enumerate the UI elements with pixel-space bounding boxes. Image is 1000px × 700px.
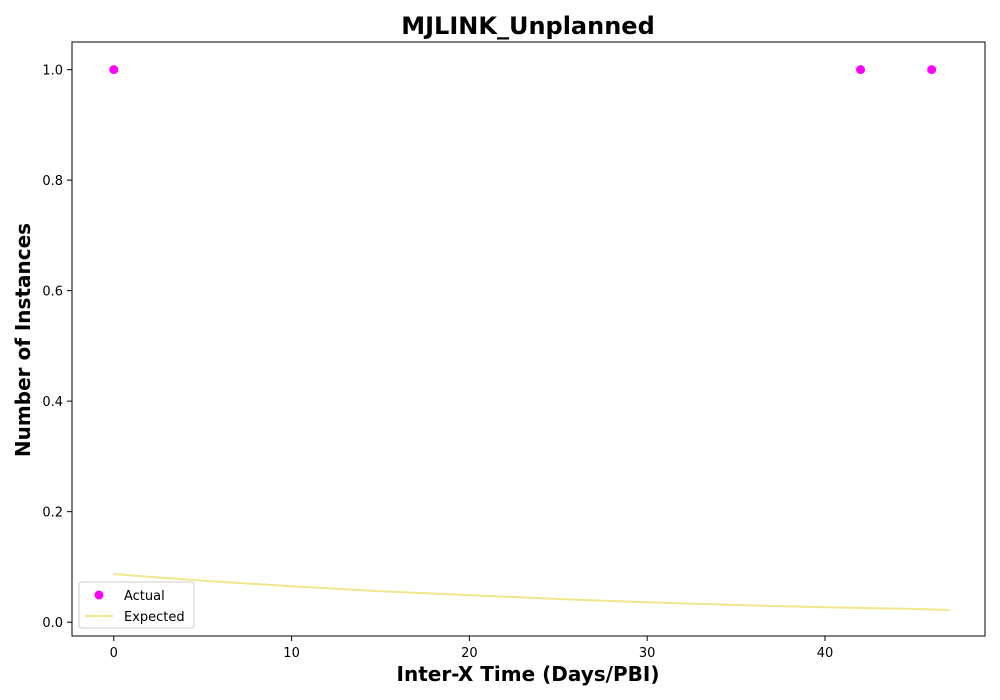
actual-data-point <box>927 65 937 75</box>
y-tick-label: 0.8 <box>42 174 63 189</box>
plot-area <box>109 65 950 612</box>
x-tick-label: 10 <box>283 646 300 661</box>
chart-title: MJLINK_Unplanned <box>401 12 655 40</box>
legend: Actual Expected <box>78 581 195 629</box>
y-axis-title: Number of Instances <box>11 223 35 457</box>
x-tick-label: 20 <box>461 646 478 661</box>
y-tick-label: 1.0 <box>42 64 63 79</box>
y-tick-label: 0.0 <box>42 616 63 631</box>
actual-data-point <box>109 65 119 75</box>
legend-actual-swatch <box>94 590 104 600</box>
x-tick-label: 0 <box>110 646 118 661</box>
x-tick-label: 30 <box>639 646 656 661</box>
y-tick-label: 0.2 <box>42 506 63 521</box>
legend-label: Expected <box>124 610 185 625</box>
axis-ticks: 0 10 20 30 40 0.0 0.2 0.4 0.6 0.8 1.0 <box>42 64 833 661</box>
x-axis-title: Inter-X Time (Days/PBI) <box>397 662 660 686</box>
y-tick-label: 0.6 <box>42 285 63 300</box>
x-tick-label: 40 <box>817 646 834 661</box>
y-tick-label: 0.4 <box>42 395 63 410</box>
actual-data-point <box>856 65 866 75</box>
legend-label: Actual <box>124 589 165 604</box>
plot-frame <box>71 41 986 637</box>
expected-series-line <box>113 573 950 612</box>
